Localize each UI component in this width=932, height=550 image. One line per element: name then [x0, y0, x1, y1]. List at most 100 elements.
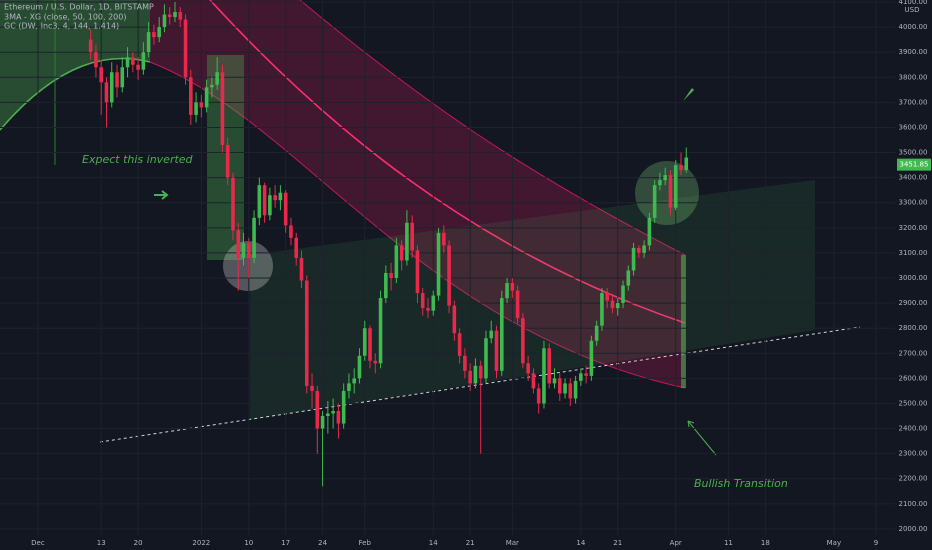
candles — [88, 2, 689, 487]
candle-body — [568, 383, 573, 399]
candle-body — [189, 77, 193, 115]
y-tick-label: 3600.00 — [899, 123, 928, 131]
red-channel — [150, 0, 685, 388]
y-tick-label: 3400.00 — [899, 174, 928, 182]
candle-body — [94, 52, 98, 68]
y-tick-label: 3900.00 — [899, 48, 928, 56]
candle-body — [584, 373, 588, 376]
candle-body — [326, 413, 330, 417]
candle-body — [357, 355, 362, 379]
candle-body — [521, 318, 525, 364]
candle-body — [663, 175, 667, 181]
x-tick-label: 2022 — [192, 539, 210, 547]
annotation: Bullish Transition — [694, 477, 788, 490]
y-tick-label: 3500.00 — [899, 149, 928, 157]
candle-body — [552, 378, 557, 384]
candle-body — [573, 380, 578, 399]
candle-body — [336, 410, 341, 424]
x-tick-label: 14 — [576, 539, 585, 547]
y-tick-label: 2100.00 — [899, 500, 928, 508]
candle-body — [225, 145, 230, 178]
candle-body — [526, 363, 530, 374]
candle-body — [283, 192, 288, 226]
arrow-icon — [154, 190, 169, 200]
candle-body — [162, 14, 167, 28]
candle-body — [642, 245, 646, 253]
candle-body — [600, 293, 604, 326]
x-tick-label: 18 — [761, 539, 770, 547]
candle-body — [173, 12, 177, 18]
candle-body — [431, 295, 436, 311]
last-price-label: 3451.85 — [900, 161, 929, 169]
legend-indicator: 3MA - XG (close, 50, 100, 200) — [4, 13, 126, 22]
x-tick-label: Dec — [31, 539, 45, 547]
candle-body — [131, 57, 135, 65]
candle-body — [679, 165, 683, 171]
y-tick-label: 3200.00 — [899, 224, 928, 232]
rocket-icon — [683, 88, 694, 101]
candle-body — [88, 39, 93, 53]
candle-body — [278, 192, 283, 201]
candle-body — [478, 365, 483, 379]
y-tick-label: 3100.00 — [899, 249, 928, 257]
candle-body — [294, 237, 299, 258]
candle-body — [463, 355, 467, 371]
annotation: Expect this inverted — [82, 153, 194, 166]
candle-body — [610, 300, 615, 309]
candle-body — [452, 305, 457, 334]
y-tick-label: 2000.00 — [899, 525, 928, 533]
arrow-head — [687, 420, 695, 428]
candle-body — [252, 217, 256, 258]
candle-body — [378, 298, 383, 364]
y-tick-label: 2200.00 — [899, 475, 928, 483]
candle-body — [273, 195, 277, 201]
y-tick-label: 4000.00 — [899, 23, 928, 31]
candle-body — [515, 290, 520, 319]
candle-body — [484, 338, 488, 379]
candle-body — [631, 247, 636, 271]
candle-body — [109, 72, 114, 103]
candle-body — [310, 385, 314, 391]
candle-body — [621, 285, 625, 304]
candle-body — [315, 390, 320, 429]
last-price-box — [897, 158, 931, 171]
candle-body — [684, 157, 689, 171]
candle-body — [531, 373, 536, 389]
x-tick-label: 17 — [281, 539, 290, 547]
candle-body — [194, 102, 198, 115]
candle-body — [579, 373, 583, 381]
candle-body — [447, 245, 451, 306]
candle-body — [394, 245, 399, 279]
candle-body — [436, 232, 441, 296]
candle-body — [399, 245, 404, 261]
candle-body — [457, 333, 462, 356]
y-tick-label: 3800.00 — [899, 73, 928, 81]
candle-body — [615, 303, 620, 309]
x-tick-label: 20 — [134, 539, 143, 547]
x-tick-label: May — [827, 539, 841, 547]
x-tick-label: 10 — [244, 539, 253, 547]
candle-body — [215, 72, 219, 85]
drawings — [0, 0, 895, 536]
y-tick-label: 2700.00 — [899, 349, 928, 357]
x-tick-label: Feb — [359, 539, 372, 547]
y-tick-label: 3000.00 — [899, 274, 928, 282]
candle-body — [152, 32, 156, 38]
candle-body — [199, 102, 204, 108]
candle-body — [268, 195, 272, 216]
y-tick-label: 2300.00 — [899, 450, 928, 458]
green-band-edge — [0, 57, 151, 131]
candle-body — [178, 12, 183, 20]
candle-body — [220, 72, 225, 146]
candle-body — [352, 378, 357, 384]
candle-body — [673, 165, 678, 208]
y-tick-label: 2400.00 — [899, 425, 928, 433]
candle-body — [115, 72, 119, 88]
y-tick-label: 2600.00 — [899, 374, 928, 382]
candle-body — [167, 14, 172, 18]
candle-body — [120, 67, 125, 88]
y-tick-label: 2800.00 — [899, 324, 928, 332]
candle-body — [289, 225, 293, 238]
candle-body — [415, 250, 420, 294]
